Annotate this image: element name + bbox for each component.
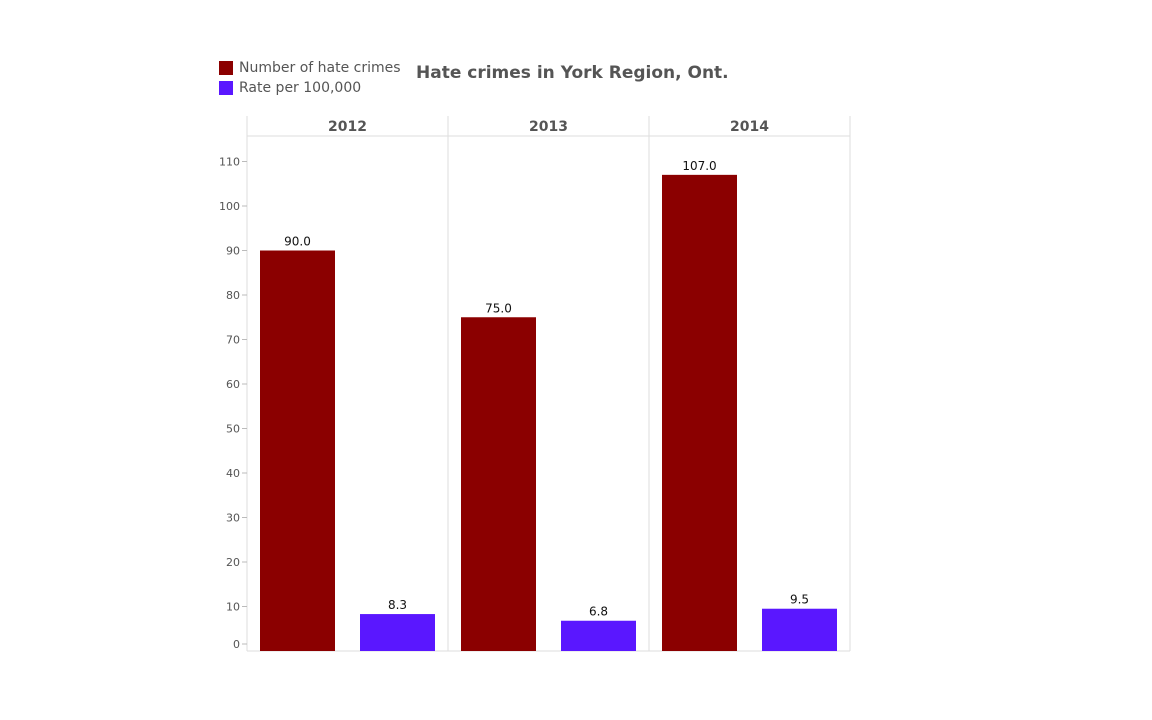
y-tick-label: 10	[226, 601, 240, 614]
legend-label: Rate per 100,000	[239, 80, 362, 96]
chart-title: Hate crimes in York Region, Ont.	[416, 63, 729, 83]
legend-label: Number of hate crimes	[239, 60, 401, 76]
y-tick-label: 80	[226, 289, 240, 302]
y-tick-label: 50	[226, 423, 240, 436]
data-label: 6.8	[589, 605, 608, 619]
legend-swatch	[219, 61, 233, 75]
bar	[260, 250, 335, 651]
y-tick-label: 70	[226, 334, 240, 347]
category-label: 2014	[730, 119, 769, 135]
y-tick-label: 40	[226, 467, 240, 480]
legend-item-count: Number of hate crimes	[219, 60, 401, 76]
category-label: 2012	[328, 119, 367, 135]
bar	[561, 620, 636, 651]
y-tick-label: 30	[226, 512, 240, 525]
y-tick-label: 100	[219, 200, 240, 213]
data-label: 8.3	[388, 598, 407, 612]
y-tick-label: 90	[226, 245, 240, 258]
bar	[762, 608, 837, 651]
legend-swatch	[219, 81, 233, 95]
data-label: 75.0	[485, 301, 512, 315]
data-label: 9.5	[790, 593, 809, 607]
legend-item-rate: Rate per 100,000	[219, 80, 361, 96]
y-tick-label: 60	[226, 378, 240, 391]
bar	[360, 614, 435, 651]
data-label: 107.0	[682, 159, 716, 173]
y-tick-label: 110	[219, 156, 240, 169]
bar	[461, 317, 536, 651]
bar	[662, 174, 737, 651]
y-tick-label: 0	[233, 638, 240, 651]
category-label: 2013	[529, 119, 568, 135]
data-label: 90.0	[284, 235, 311, 249]
y-tick-label: 20	[226, 556, 240, 569]
